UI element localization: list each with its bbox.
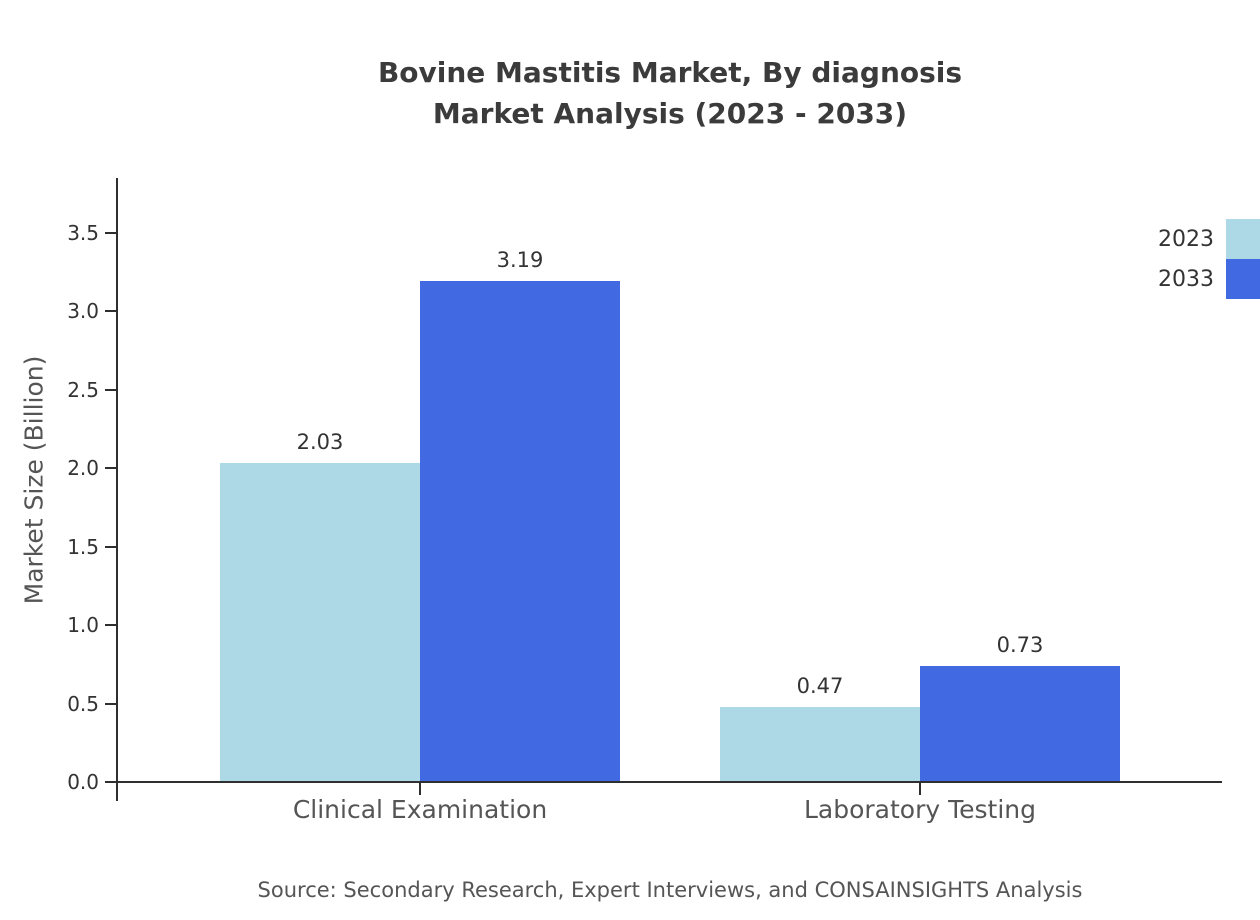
- x-category-label-clinical-examination: Clinical Examination: [292, 795, 548, 824]
- legend: 2023 2033: [1122, 219, 1260, 299]
- y-tick-mark: [105, 545, 116, 548]
- bar-2033-laboratory-testing: [920, 666, 1120, 781]
- bar-value-label-2033-laboratory-testing: 0.73: [996, 633, 1044, 658]
- legend-label-2023: 2023: [1158, 226, 1214, 252]
- bar-value-label-2033-clinical-examination: 3.19: [496, 247, 544, 272]
- legend-label-2033: 2033: [1158, 266, 1214, 292]
- chart-title: Bovine Mastitis Market, By diagnosis Mar…: [118, 52, 1222, 134]
- y-tick-label: 0.5: [67, 691, 99, 716]
- y-tick-mark: [105, 702, 116, 705]
- y-axis-spine: [116, 178, 118, 801]
- y-tick-label: 3.0: [67, 299, 99, 324]
- chart-title-line1: Bovine Mastitis Market, By diagnosis: [377, 56, 963, 89]
- y-tick-label: 0.0: [67, 770, 99, 794]
- y-tick-mark: [105, 310, 116, 313]
- chart-title-line2: Market Analysis (2023 - 2033): [432, 97, 908, 130]
- y-tick-mark: [105, 388, 116, 391]
- y-tick-label: 3.5: [67, 221, 99, 245]
- legend-item-2023: 2023: [1122, 219, 1260, 259]
- legend-swatch-2033: [1226, 259, 1260, 299]
- bar-value-label-2023-laboratory-testing: 0.47: [796, 674, 844, 699]
- x-tick-mark: [419, 783, 421, 795]
- y-tick-label: 2.5: [67, 377, 99, 402]
- y-tick-mark: [105, 781, 116, 783]
- x-axis-spine: [116, 781, 1222, 783]
- y-tick-label: 1.5: [67, 534, 99, 559]
- legend-swatch-2023: [1226, 219, 1260, 259]
- y-tick-label: 1.0: [67, 613, 99, 638]
- source-note: Source: Secondary Research, Expert Inter…: [257, 878, 1083, 902]
- y-tick-label: 2.0: [67, 456, 99, 481]
- x-tick-mark: [919, 783, 921, 795]
- legend-item-2033: 2033: [1122, 259, 1260, 299]
- bar-value-label-2023-clinical-examination: 2.03: [296, 429, 344, 454]
- y-tick-mark: [105, 232, 116, 234]
- bar-2033-clinical-examination: [420, 280, 620, 781]
- bar-2023-laboratory-testing: [720, 707, 920, 781]
- bar-2023-clinical-examination: [220, 462, 420, 781]
- y-tick-mark: [105, 624, 116, 627]
- y-tick-mark: [105, 467, 116, 470]
- x-category-label-laboratory-testing: Laboratory Testing: [803, 795, 1037, 824]
